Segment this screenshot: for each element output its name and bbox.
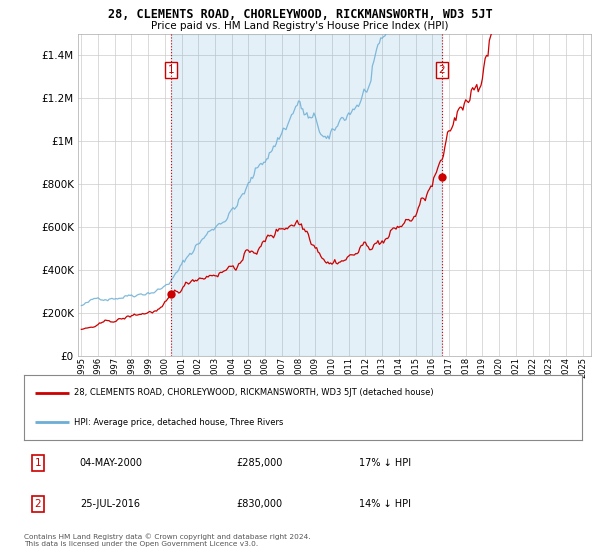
Text: 1: 1 bbox=[167, 65, 174, 75]
Text: 25-JUL-2016: 25-JUL-2016 bbox=[80, 498, 140, 508]
Text: 17% ↓ HPI: 17% ↓ HPI bbox=[359, 458, 411, 468]
Text: 2: 2 bbox=[439, 65, 445, 75]
Text: £285,000: £285,000 bbox=[236, 458, 283, 468]
Bar bbox=[171, 34, 442, 356]
Text: HPI: Average price, detached house, Three Rivers: HPI: Average price, detached house, Thre… bbox=[74, 418, 284, 427]
Text: 04-MAY-2000: 04-MAY-2000 bbox=[80, 458, 143, 468]
Text: 28, CLEMENTS ROAD, CHORLEYWOOD, RICKMANSWORTH, WD3 5JT: 28, CLEMENTS ROAD, CHORLEYWOOD, RICKMANS… bbox=[107, 8, 493, 21]
Text: £830,000: £830,000 bbox=[236, 498, 282, 508]
Text: Contains HM Land Registry data © Crown copyright and database right 2024.
This d: Contains HM Land Registry data © Crown c… bbox=[24, 533, 311, 547]
Text: 1: 1 bbox=[35, 458, 41, 468]
Text: 14% ↓ HPI: 14% ↓ HPI bbox=[359, 498, 411, 508]
Text: Price paid vs. HM Land Registry's House Price Index (HPI): Price paid vs. HM Land Registry's House … bbox=[151, 21, 449, 31]
Text: 28, CLEMENTS ROAD, CHORLEYWOOD, RICKMANSWORTH, WD3 5JT (detached house): 28, CLEMENTS ROAD, CHORLEYWOOD, RICKMANS… bbox=[74, 388, 434, 397]
Text: 2: 2 bbox=[35, 498, 41, 508]
